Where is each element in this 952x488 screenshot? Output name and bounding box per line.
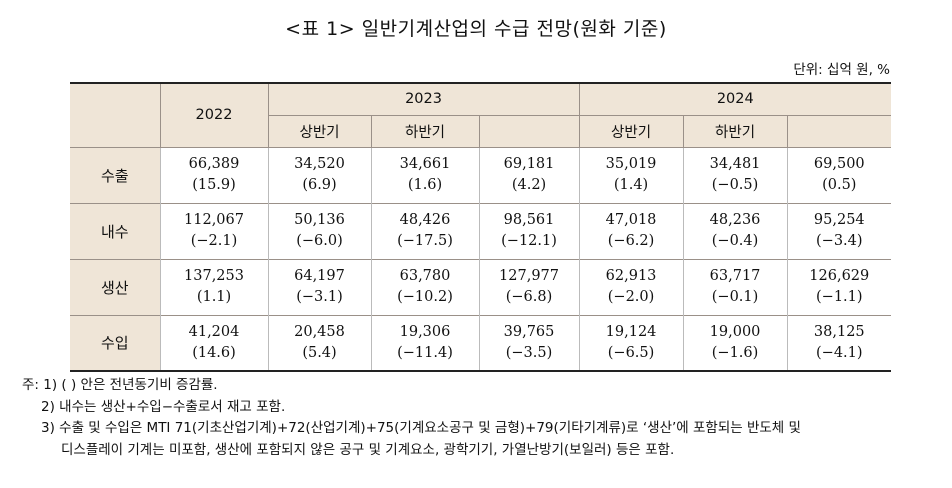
header-2024: 2024 bbox=[578, 82, 892, 116]
row-label-production: 생산 bbox=[70, 258, 160, 315]
header-2023-h2: 하반기 bbox=[370, 114, 480, 147]
footnotes: 주: 1) ( ) 안은 전년동기비 증감률. 2) 내수는 생산+수입−수출로… bbox=[22, 375, 801, 461]
header-2023: 2023 bbox=[267, 82, 580, 116]
cell: 48,236 (−0.4) bbox=[682, 202, 788, 259]
cell: 19,124 (−6.5) bbox=[578, 314, 684, 372]
cell: 34,481 (−0.5) bbox=[682, 146, 788, 203]
header-2022: 2022 bbox=[159, 82, 268, 147]
cell: 63,780 (−10.2) bbox=[370, 258, 479, 315]
cell: 20,458 (5.4) bbox=[267, 314, 371, 372]
cell: 63,717 (−0.1) bbox=[682, 258, 788, 315]
table-row: 내수 112,067 (−2.1) 50,136 (−6.0) 48,426 (−17… bbox=[70, 202, 892, 259]
cell: 50,136 (−6.0) bbox=[267, 202, 371, 259]
footnote-2: 2) 내수는 생산+수입−수출로서 재고 포함. bbox=[41, 398, 286, 415]
table-title: <표 1> 일반기계산업의 수급 전망(원화 기준) bbox=[285, 18, 667, 40]
table-row: 생산 137,253 (1.1) 64,197 (−3.1) 63,780 (−10.… bbox=[70, 258, 892, 315]
row-label-export: 수출 bbox=[70, 146, 160, 203]
cell: 98,561 (−12.1) bbox=[478, 202, 580, 259]
row-label-import: 수입 bbox=[70, 314, 160, 372]
footnote-3: 3) 수출 및 수입은 MTI 71(기초산업기계)+72(산업기계)+75(기… bbox=[41, 420, 801, 436]
cell: 69,500 (0.5) bbox=[786, 146, 892, 203]
header-2023-h1: 상반기 bbox=[267, 114, 372, 147]
cell: 69,181 (4.2) bbox=[478, 146, 580, 203]
cell: 34,520 (6.9) bbox=[267, 146, 371, 203]
cell: 95,254 (−3.4) bbox=[786, 202, 892, 259]
cell: 112,067 (−2.1) bbox=[159, 202, 268, 259]
header-2024-h2: 하반기 bbox=[682, 114, 788, 147]
cell: 126,629 (−1.1) bbox=[786, 258, 892, 315]
cell: 19,306 (−11.4) bbox=[370, 314, 479, 372]
footnote-3-continued: 디스플레이 기계는 미포함, 생산에 포함되지 않은 공구 및 기계요소, 광학… bbox=[61, 441, 675, 458]
header-2024-h1: 상반기 bbox=[578, 114, 684, 147]
cell: 19,000 (−1.6) bbox=[682, 314, 788, 372]
cell: 41,204 (14.6) bbox=[159, 314, 268, 372]
cell: 62,913 (−2.0) bbox=[578, 258, 684, 315]
header-2023-total bbox=[479, 115, 580, 147]
table-row: 수입 41,204 (14.6) 20,458 (5.4) 19,306 (−11.4… bbox=[70, 314, 892, 372]
header-2024-total bbox=[787, 115, 892, 147]
cell: 64,197 (−3.1) bbox=[267, 258, 371, 315]
cell: 35,019 (1.4) bbox=[578, 146, 684, 203]
cell: 34,661 (1.6) bbox=[370, 146, 479, 203]
footnote-1: 주: 1) ( ) 안은 전년동기비 증감률. bbox=[22, 377, 218, 393]
row-label-domestic: 내수 bbox=[70, 202, 160, 259]
cell: 38,125 (−4.1) bbox=[786, 314, 892, 372]
cell: 39,765 (−3.5) bbox=[478, 314, 580, 372]
cell: 47,018 (−6.2) bbox=[578, 202, 684, 259]
cell: 137,253 (1.1) bbox=[159, 258, 268, 315]
forecast-table: 2022 2023 2024 상반기 하반기 상반기 하반기 수출 66,389… bbox=[70, 82, 892, 372]
unit-label: 단위: 십억 원, % bbox=[793, 62, 890, 78]
cell: 48,426 (−17.5) bbox=[370, 202, 479, 259]
table-row: 수출 66,389 (15.9) 34,520 (6.9) 34,661 (1.6) … bbox=[70, 146, 892, 203]
cell: 66,389 (15.9) bbox=[159, 146, 268, 203]
corner-cell bbox=[70, 82, 160, 147]
cell: 127,977 (−6.8) bbox=[478, 258, 580, 315]
